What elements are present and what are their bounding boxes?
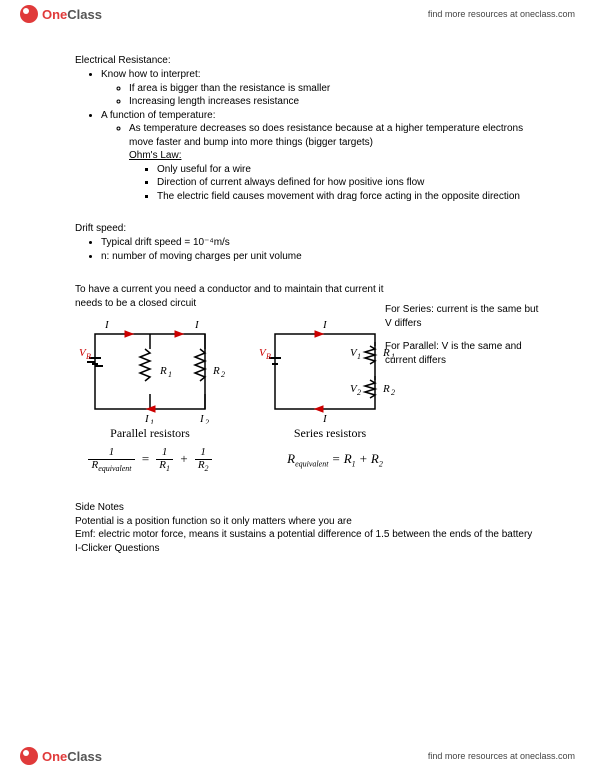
- footer-logo-text-class: Class: [67, 749, 102, 764]
- svg-text:2: 2: [221, 370, 225, 379]
- parallel-note: For Parallel: V is the same and current …: [385, 340, 540, 367]
- bullet-temp: A function of temperature: As temperatur…: [101, 109, 540, 204]
- svg-text:I: I: [322, 319, 328, 331]
- svg-text:I: I: [322, 413, 328, 424]
- footer-logo-icon: [20, 747, 38, 765]
- side-note-3: I-Clicker Questions: [75, 542, 540, 556]
- svg-text:B: B: [86, 352, 91, 361]
- svg-text:I: I: [194, 319, 200, 331]
- svg-text:1: 1: [391, 352, 395, 361]
- parallel-formula: 1Requivalent = 1R1 + 1R2: [75, 447, 225, 473]
- page-content: Electrical Resistance: Know how to inter…: [75, 55, 540, 555]
- circuit-intro-row: For Series: current is the same but V di…: [75, 283, 540, 310]
- circuit-intro: To have a current you need a conductor a…: [75, 283, 385, 310]
- diagram-notes: For Series: current is the same but V di…: [385, 283, 540, 367]
- logo-text-class: Class: [67, 7, 102, 22]
- footer-logo-text-one: One: [42, 749, 67, 764]
- bullet-interpret: Know how to interpret: If area is bigger…: [101, 68, 540, 109]
- bullet-temp-1: As temperature decreases so does resista…: [129, 122, 540, 149]
- formula-row: 1Requivalent = 1R1 + 1R2 Requivalent = R…: [75, 447, 540, 473]
- ohms-law-heading: Ohm's Law:: [129, 150, 181, 161]
- parallel-diagram: I I VB R1 R2 I1 I2 Parallel resistors: [75, 314, 225, 441]
- svg-text:I: I: [104, 319, 110, 331]
- drift-heading: Drift speed:: [75, 223, 540, 234]
- bullet-interpret-2: Increasing length increases resistance: [129, 95, 540, 109]
- logo-text-one: One: [42, 7, 67, 22]
- svg-text:R: R: [382, 347, 390, 359]
- drift-1: Typical drift speed = 10⁻⁴m/s: [101, 236, 540, 250]
- svg-text:1: 1: [168, 370, 172, 379]
- svg-text:R: R: [382, 383, 390, 395]
- svg-text:2: 2: [357, 388, 361, 397]
- resistance-heading: Electrical Resistance:: [75, 55, 540, 66]
- parallel-caption: Parallel resistors: [75, 426, 225, 441]
- footer-logo: OneClass: [20, 747, 102, 765]
- side-note-2: Emf: electric motor force, means it sust…: [75, 528, 540, 542]
- drift-2: n: number of moving charges per unit vol…: [101, 250, 540, 264]
- ohms-3: The electric field causes movement with …: [157, 190, 540, 204]
- ohms-1: Only useful for a wire: [157, 163, 540, 177]
- bullet-interpret-1: If area is bigger than the resistance is…: [129, 82, 540, 96]
- series-note: For Series: current is the same but V di…: [385, 303, 540, 330]
- series-formula: Requivalent = R1 + R2: [255, 451, 415, 469]
- logo: OneClass: [20, 5, 102, 23]
- logo-icon: [20, 5, 38, 23]
- svg-text:2: 2: [391, 388, 395, 397]
- svg-text:2: 2: [205, 418, 209, 424]
- ohms-2: Direction of current always defined for …: [157, 176, 540, 190]
- bullet-interpret-label: Know how to interpret:: [101, 69, 201, 80]
- series-diagram: I VB V1 R1 V2 R2 I Series resistors: [255, 314, 405, 441]
- side-note-1: Potential is a position function so it o…: [75, 515, 540, 529]
- side-notes-heading: Side Notes: [75, 501, 540, 515]
- footer: OneClass find more resources at oneclass…: [0, 742, 595, 770]
- footer-link[interactable]: find more resources at oneclass.com: [428, 751, 575, 761]
- header-link[interactable]: find more resources at oneclass.com: [428, 9, 575, 19]
- svg-text:1: 1: [357, 352, 361, 361]
- svg-text:1: 1: [150, 418, 154, 424]
- bullet-temp-label: A function of temperature:: [101, 110, 216, 121]
- svg-text:R: R: [212, 365, 220, 377]
- svg-text:B: B: [266, 352, 271, 361]
- header: OneClass find more resources at oneclass…: [0, 0, 595, 28]
- series-caption: Series resistors: [255, 426, 405, 441]
- diagram-row: I I VB R1 R2 I1 I2 Parallel resistors: [75, 314, 385, 441]
- svg-text:R: R: [159, 365, 167, 377]
